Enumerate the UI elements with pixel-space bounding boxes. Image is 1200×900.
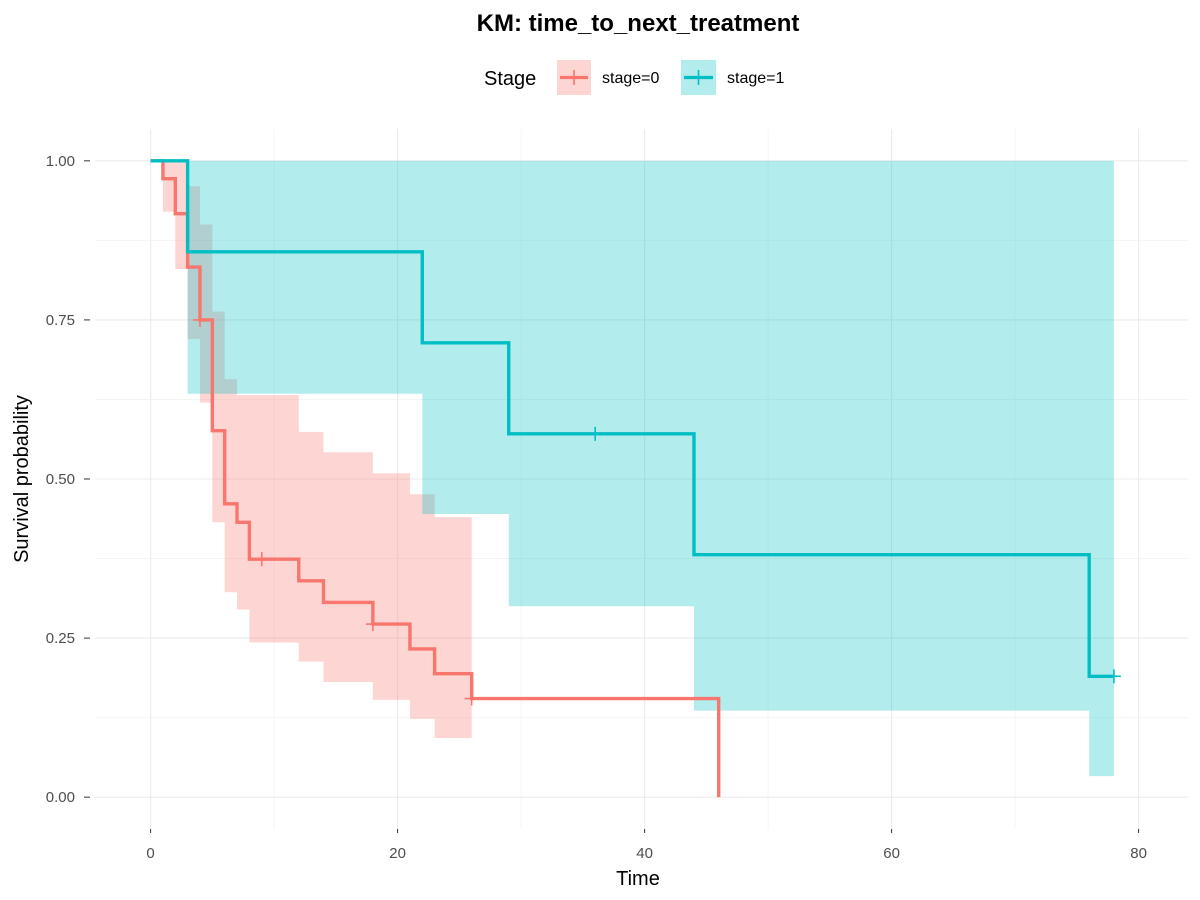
x-tick-label: 80 bbox=[1130, 845, 1147, 862]
censor-mark-stage-1 bbox=[588, 426, 603, 441]
chart-title: KM: time_to_next_treatment bbox=[477, 10, 800, 37]
censor-mark-stage-0 bbox=[464, 691, 479, 706]
legend-title: Stage bbox=[484, 68, 536, 90]
x-tick-label: 60 bbox=[883, 845, 900, 862]
censor-mark-stage-1 bbox=[1106, 669, 1121, 684]
y-axis-ticks: 0.00 0.25 0.50 0.75 1.00 bbox=[46, 153, 90, 806]
confidence-band-stage-1 bbox=[150, 160, 1114, 777]
legend-item-stage-1: stage=1 bbox=[681, 60, 784, 95]
x-tick-label: 0 bbox=[146, 845, 154, 862]
confidence-bands bbox=[150, 160, 1114, 777]
y-tick-label: 0.50 bbox=[46, 471, 75, 488]
x-tick-label: 40 bbox=[636, 845, 653, 862]
y-tick-label: 0.75 bbox=[46, 312, 75, 329]
legend: Stage stage=0 stage=1 bbox=[484, 60, 784, 95]
legend-item-stage-0: stage=0 bbox=[557, 60, 659, 95]
y-tick-label: 1.00 bbox=[46, 153, 75, 170]
x-axis-label: Time bbox=[616, 868, 660, 890]
gridlines bbox=[95, 129, 1188, 829]
x-tick-label: 20 bbox=[389, 845, 406, 862]
legend-label-stage-0: stage=0 bbox=[602, 70, 659, 87]
y-tick-label: 0.00 bbox=[46, 789, 75, 806]
survival-curves bbox=[150, 159, 1114, 798]
survival-curve-stage-1 bbox=[150, 159, 1114, 678]
x-axis-ticks: 0 20 40 60 80 bbox=[146, 829, 1147, 862]
censor-mark-stage-0 bbox=[365, 617, 380, 632]
y-axis-label: Survival probability bbox=[11, 395, 33, 563]
censor-mark-stage-0 bbox=[254, 552, 269, 567]
censor-mark-stage-0 bbox=[192, 312, 207, 327]
legend-label-stage-1: stage=1 bbox=[727, 70, 784, 87]
censor-marks bbox=[192, 312, 1121, 706]
y-tick-label: 0.25 bbox=[46, 630, 75, 647]
confidence-band-stage-0 bbox=[150, 160, 719, 738]
